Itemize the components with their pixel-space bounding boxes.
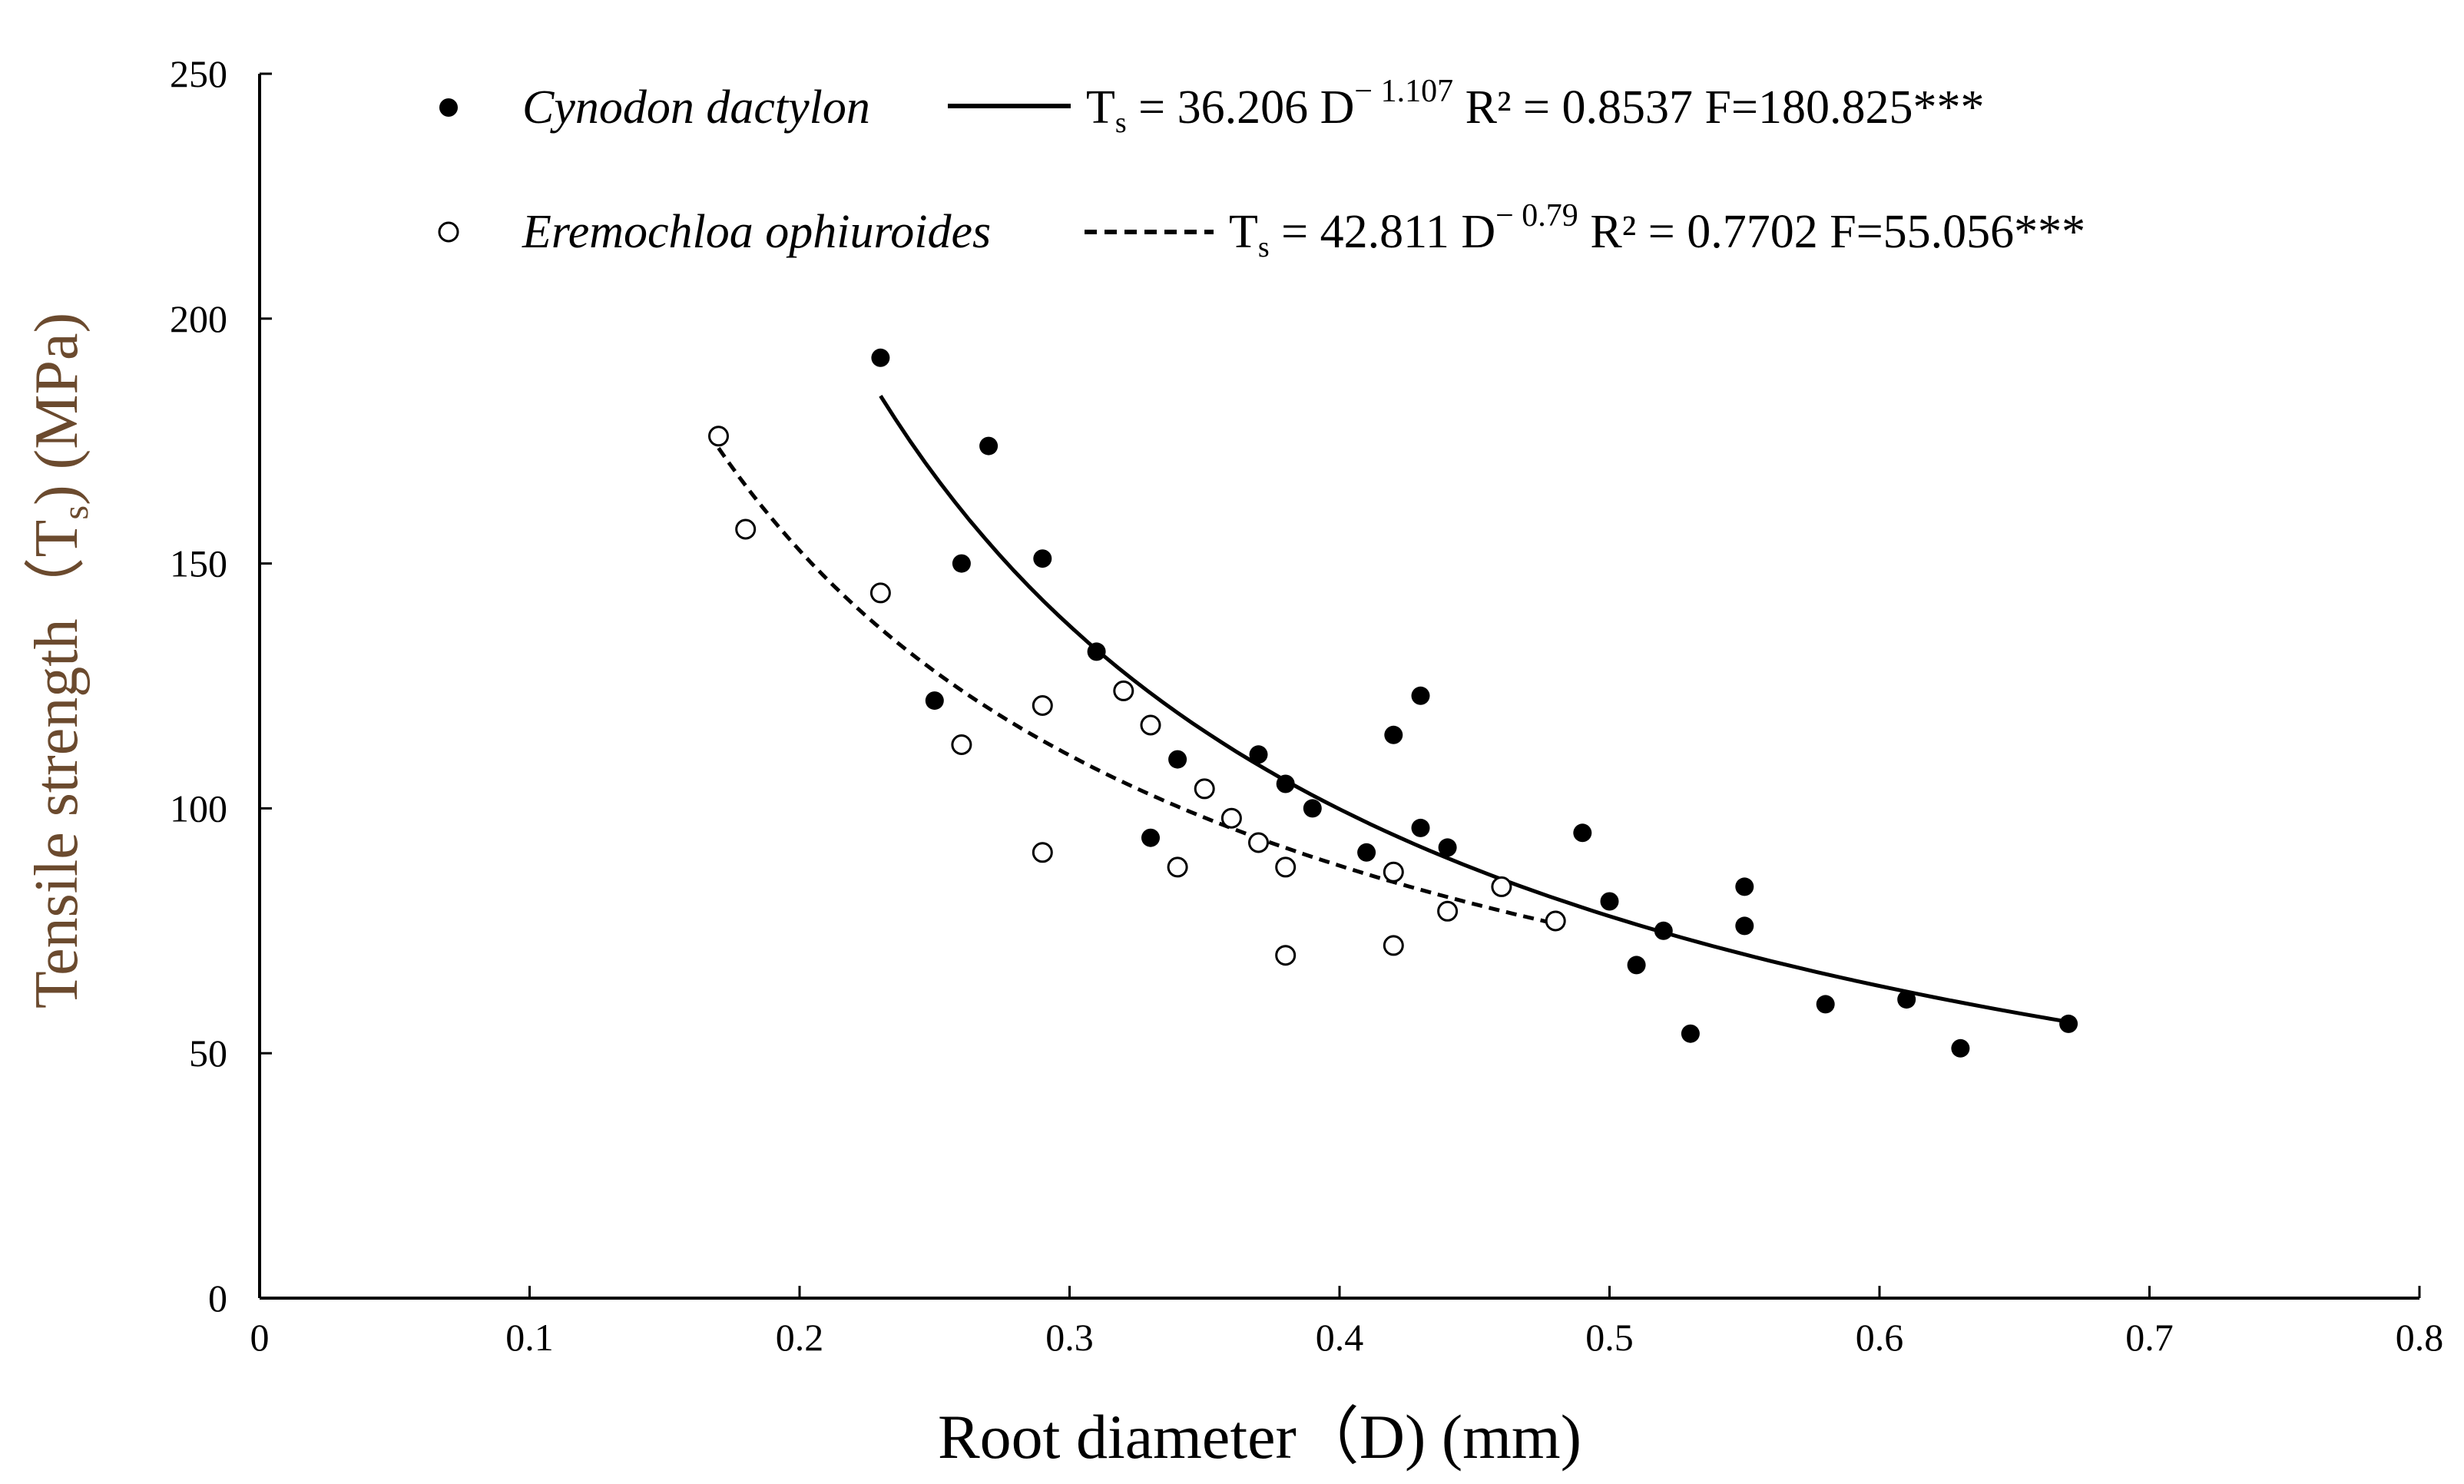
data-point <box>1167 856 1188 878</box>
data-point <box>1275 945 1297 966</box>
data-point <box>1087 642 1106 661</box>
data-point <box>1654 921 1673 940</box>
data-point <box>1951 1038 1970 1058</box>
data-point <box>1573 823 1592 843</box>
data-point <box>1168 750 1187 769</box>
y-tick-label: 200 <box>170 297 227 340</box>
x-tick-label: 0.8 <box>2396 1316 2444 1359</box>
x-tick-label: 0.7 <box>2125 1316 2174 1359</box>
data-point <box>1438 838 1457 857</box>
legend-entry-cynodon: Cynodon dactylon Ts = 36.206 D− 1.107 R²… <box>439 74 1984 139</box>
data-point <box>1140 714 1161 736</box>
data-point <box>1357 843 1376 862</box>
fit-line-dashed <box>717 446 1556 926</box>
data-point <box>1600 892 1619 911</box>
data-point <box>1248 832 1269 853</box>
data-point <box>869 582 891 604</box>
x-tick-label: 0.6 <box>1856 1316 1904 1359</box>
data-point <box>1735 877 1754 896</box>
data-point <box>1032 842 1053 863</box>
y-tick-label: 250 <box>170 52 227 95</box>
data-point <box>1491 876 1512 897</box>
data-points <box>708 348 2078 1058</box>
data-point <box>1276 774 1295 793</box>
x-tick-label: 0.1 <box>505 1316 554 1359</box>
data-point <box>1383 935 1404 956</box>
data-point <box>1897 990 1916 1009</box>
data-point <box>1384 725 1403 744</box>
data-point <box>1411 686 1430 705</box>
data-point <box>1437 900 1459 922</box>
y-tick-label: 100 <box>170 787 227 830</box>
data-point <box>1275 856 1297 878</box>
data-point <box>1816 995 1835 1014</box>
y-axis-label: Tensile strength（Ts) (MPa) <box>23 313 96 1009</box>
legend: Cynodon dactylon Ts = 36.206 D− 1.107 R²… <box>438 74 2085 263</box>
data-point <box>708 426 729 447</box>
legend-equation: Ts = 42.811 D− 0.79 R² = 0.7702 F=55.056… <box>1229 198 2085 263</box>
y-tick-label: 150 <box>170 542 227 585</box>
legend-marker-open-circle <box>438 221 459 243</box>
data-point <box>952 554 971 573</box>
y-ticks: 0 50 100 150 200 250 <box>170 52 272 1320</box>
legend-series-name: Eremochloa ophiuroides <box>522 206 991 258</box>
legend-marker-filled-circle <box>439 98 458 117</box>
y-tick-label: 50 <box>189 1032 227 1075</box>
data-point <box>1411 818 1430 837</box>
data-point <box>1033 549 1052 568</box>
data-point <box>1141 828 1160 847</box>
data-point <box>1220 807 1242 829</box>
data-point <box>1249 745 1268 764</box>
legend-entry-eremochloa: Eremochloa ophiuroides Ts = 42.811 D− 0.… <box>438 198 2085 263</box>
x-tick-label: 0 <box>250 1316 270 1359</box>
x-tick-label: 0.3 <box>1045 1316 1094 1359</box>
data-point <box>1545 910 1566 932</box>
data-point <box>1032 695 1053 716</box>
data-point <box>2059 1014 2078 1033</box>
data-point <box>1303 799 1322 818</box>
x-tick-label: 0.2 <box>776 1316 824 1359</box>
data-point <box>1627 956 1646 975</box>
y-tick-label: 0 <box>208 1277 227 1320</box>
plot-area: 0 0.1 0.2 0.3 0.4 0.5 0.6 0.7 0.8 0 50 100 150 200 25… <box>170 52 2443 1359</box>
data-point <box>1113 680 1134 701</box>
data-point <box>871 348 890 367</box>
fit-lines <box>717 395 2069 1024</box>
legend-series-name: Cynodon dactylon <box>522 81 870 134</box>
x-tick-label: 0.4 <box>1316 1316 1364 1359</box>
legend-equation: Ts = 36.206 D− 1.107 R² = 0.8537 F=180.8… <box>1086 74 1984 139</box>
x-ticks: 0 0.1 0.2 0.3 0.4 0.5 0.6 0.7 0.8 <box>250 1286 2444 1359</box>
data-point <box>1194 778 1215 800</box>
fit-line-solid <box>879 395 2069 1024</box>
data-point <box>925 691 944 711</box>
data-point <box>1735 916 1754 936</box>
data-point <box>1383 861 1404 883</box>
x-tick-label: 0.5 <box>1585 1316 1634 1359</box>
data-point <box>951 734 972 755</box>
data-point <box>1681 1024 1700 1043</box>
data-point <box>979 436 999 455</box>
data-point <box>735 518 757 540</box>
x-axis-label: Root diameter（D) (mm) <box>938 1402 1581 1472</box>
